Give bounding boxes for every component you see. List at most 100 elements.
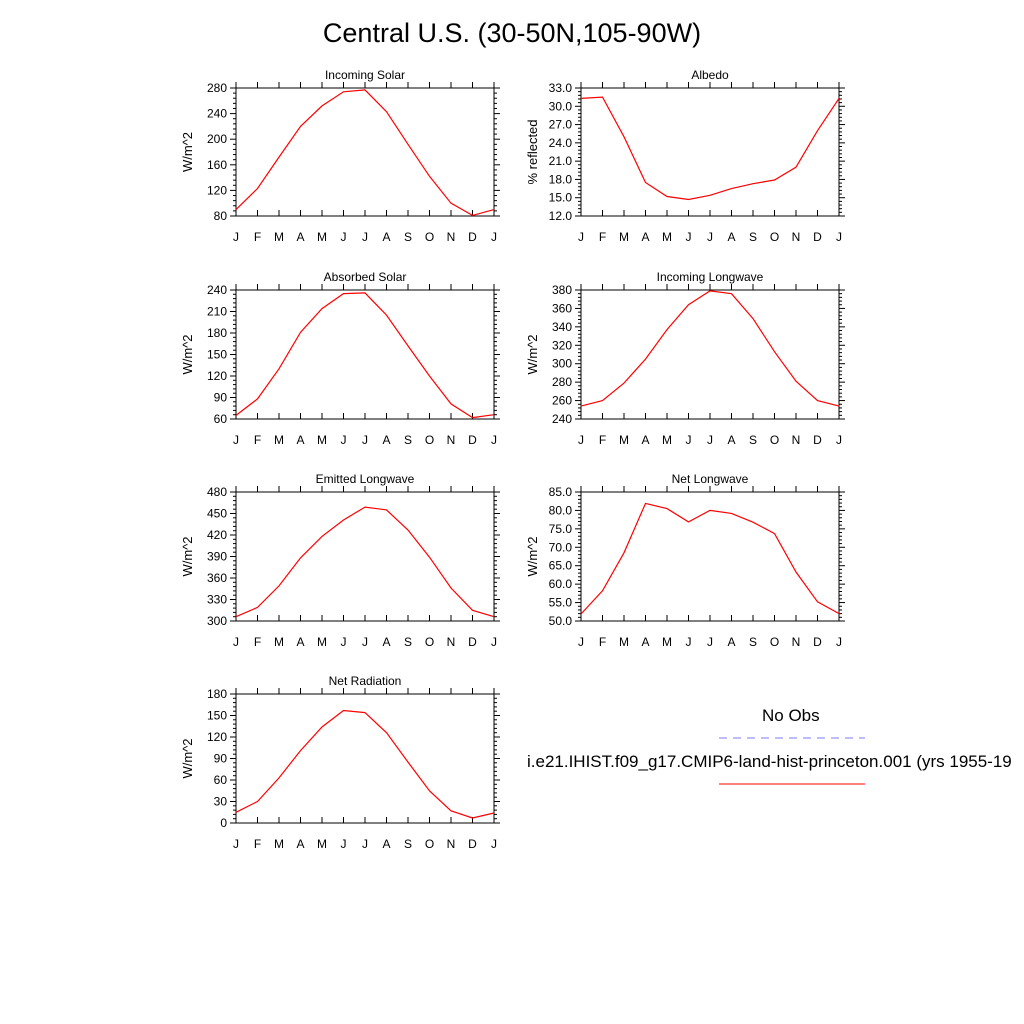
y-axis-label: W/m^2 [525, 334, 540, 374]
x-tick-label: D [813, 230, 822, 244]
y-axis-label: W/m^2 [525, 536, 540, 576]
x-tick-label: J [686, 230, 692, 244]
y-tick-label: 75.0 [549, 522, 573, 536]
x-tick-label: A [641, 635, 649, 649]
y-tick-label: 450 [207, 507, 227, 521]
x-tick-label: J [836, 230, 842, 244]
x-tick-label: A [296, 433, 304, 447]
legend-lines [719, 737, 865, 785]
x-tick-label: A [296, 635, 304, 649]
y-tick-label: 50.0 [549, 614, 573, 628]
x-tick-label: M [317, 230, 327, 244]
legend-case-label: i.e21.IHIST.f09_g17.CMIP6-land-hist-prin… [527, 752, 1012, 771]
x-tick-label: A [641, 230, 649, 244]
x-tick-label: M [274, 433, 284, 447]
series-line [235, 506, 495, 618]
x-tick-label: O [770, 230, 779, 244]
x-tick-label: F [599, 433, 606, 447]
x-tick-label: M [274, 635, 284, 649]
y-tick-label: 380 [552, 283, 572, 297]
x-tick-label: D [468, 230, 477, 244]
y-tick-label: 21.0 [549, 154, 573, 168]
y-tick-label: 320 [552, 338, 572, 352]
x-tick-label: A [727, 230, 735, 244]
x-tick-label: J [362, 837, 368, 851]
x-tick-label: F [254, 230, 261, 244]
y-tick-label: 120 [207, 183, 227, 197]
x-tick-label: J [341, 837, 347, 851]
x-tick-label: F [254, 837, 261, 851]
x-tick-label: M [619, 230, 629, 244]
panel-title: Albedo [691, 68, 729, 82]
x-tick-label: M [662, 433, 672, 447]
panel-title: Net Radiation [329, 674, 402, 688]
x-tick-label: J [686, 635, 692, 649]
x-tick-label: J [707, 230, 713, 244]
y-axis-label: W/m^2 [180, 334, 195, 374]
page-title: Central U.S. (30-50N,105-90W) [322, 18, 702, 48]
x-tick-label: M [274, 230, 284, 244]
x-tick-label: O [770, 433, 779, 447]
y-tick-label: 280 [552, 375, 572, 389]
x-tick-label: M [619, 433, 629, 447]
y-tick-label: 12.0 [549, 209, 573, 223]
x-tick-label: M [619, 635, 629, 649]
x-tick-label: M [317, 837, 327, 851]
y-tick-label: 55.0 [549, 596, 573, 610]
y-tick-label: 300 [552, 357, 572, 371]
x-tick-label: S [404, 635, 412, 649]
x-tick-label: J [362, 433, 368, 447]
x-tick-label: J [491, 635, 497, 649]
x-tick-label: J [341, 230, 347, 244]
y-axis-label: W/m^2 [180, 738, 195, 778]
y-tick-label: 90 [214, 391, 228, 405]
x-tick-label: S [749, 433, 757, 447]
x-tick-label: M [662, 230, 672, 244]
x-tick-label: J [578, 433, 584, 447]
y-tick-label: 360 [552, 301, 572, 315]
x-tick-label: F [254, 635, 261, 649]
y-tick-label: 160 [207, 158, 227, 172]
x-tick-label: J [578, 230, 584, 244]
y-tick-label: 200 [207, 132, 227, 146]
x-tick-label: J [362, 635, 368, 649]
x-tick-label: J [686, 433, 692, 447]
panel-title: Absorbed Solar [324, 270, 407, 284]
x-tick-label: M [317, 635, 327, 649]
y-tick-label: 33.0 [549, 81, 573, 95]
x-tick-label: J [233, 230, 239, 244]
series-line [235, 292, 495, 419]
x-tick-label: D [813, 635, 822, 649]
y-tick-label: 420 [207, 528, 227, 542]
x-tick-label: O [425, 433, 434, 447]
x-tick-label: J [233, 433, 239, 447]
x-tick-label: F [599, 230, 606, 244]
x-tick-label: N [447, 433, 456, 447]
panel-title: Net Longwave [672, 472, 749, 486]
plot-frame [580, 87, 840, 217]
x-tick-label: J [341, 635, 347, 649]
y-tick-label: 360 [207, 571, 227, 585]
x-tick-label: S [749, 635, 757, 649]
y-tick-label: 30.0 [549, 99, 573, 113]
series-line [580, 502, 840, 615]
x-tick-label: J [707, 433, 713, 447]
x-tick-label: J [836, 635, 842, 649]
x-tick-label: J [491, 230, 497, 244]
x-tick-label: O [425, 837, 434, 851]
x-tick-label: N [792, 635, 801, 649]
x-tick-label: J [836, 433, 842, 447]
y-tick-label: 90 [214, 752, 228, 766]
x-tick-label: N [792, 433, 801, 447]
x-tick-label: J [707, 635, 713, 649]
y-tick-label: 390 [207, 550, 227, 564]
y-tick-label: 15.0 [549, 191, 573, 205]
y-tick-label: 180 [207, 326, 227, 340]
plot-frame [235, 289, 495, 420]
y-tick-label: 330 [207, 593, 227, 607]
